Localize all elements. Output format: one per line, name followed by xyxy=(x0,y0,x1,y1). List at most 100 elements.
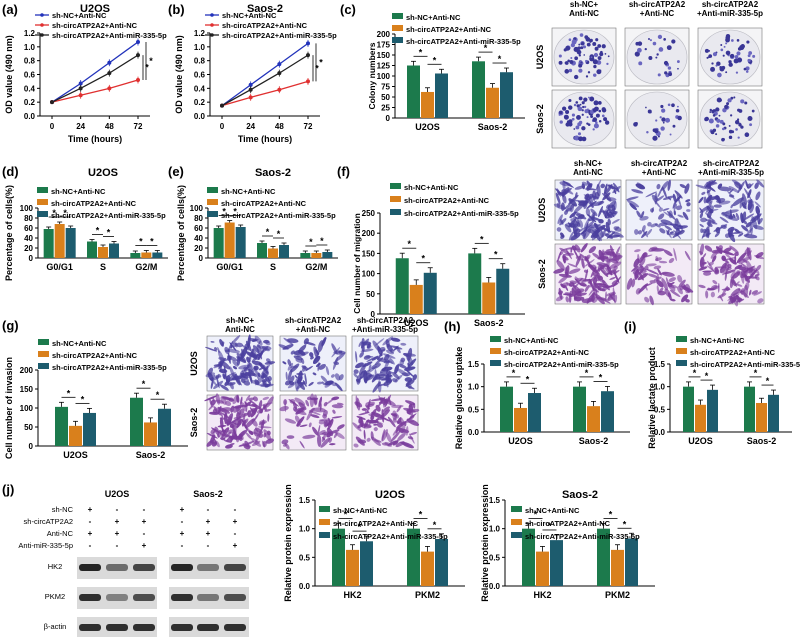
stained-cell xyxy=(748,289,752,296)
stained-cell xyxy=(248,362,253,373)
stained-cell xyxy=(250,351,258,360)
colony xyxy=(558,60,563,65)
stained-cell xyxy=(656,279,664,288)
stained-cell xyxy=(372,340,381,352)
blot-sign: + xyxy=(115,529,120,538)
significance-star: * xyxy=(407,239,411,249)
colony xyxy=(589,96,595,102)
stained-cell xyxy=(371,373,379,383)
y-tick-label: 100 xyxy=(190,204,204,213)
stained-cell xyxy=(236,356,247,363)
stained-cell xyxy=(658,260,668,264)
blot-sign: - xyxy=(234,529,237,538)
y-tick-label: 1.5 xyxy=(654,360,666,369)
legend-label: sh-NC+Anti-NC xyxy=(51,187,106,196)
bar xyxy=(625,538,638,586)
stained-cell xyxy=(707,196,717,201)
colony xyxy=(592,128,595,131)
colony xyxy=(578,63,583,68)
category-label: Saos-2 xyxy=(579,436,609,446)
stained-cell xyxy=(331,416,343,419)
colony xyxy=(595,106,599,111)
stained-cell xyxy=(329,443,336,446)
stained-cell xyxy=(611,218,620,224)
bar xyxy=(744,386,755,432)
panel-label-d: (d) xyxy=(2,164,19,179)
y-axis-label: Colony numbers xyxy=(367,42,377,109)
colony xyxy=(721,127,725,131)
significance-star: * xyxy=(319,57,323,67)
y-tick-label: 175 xyxy=(377,41,391,50)
data-point xyxy=(248,95,253,100)
stained-cell xyxy=(287,338,299,343)
blot-sign: - xyxy=(181,517,184,526)
stained-cell xyxy=(685,283,691,294)
stained-cell xyxy=(595,293,605,305)
stained-cell xyxy=(566,189,574,195)
legend-swatch xyxy=(676,336,687,342)
data-point xyxy=(78,81,83,86)
stained-cell xyxy=(284,418,297,424)
legend-label: sh-circATP2A2+Anti-NC xyxy=(525,519,611,528)
colony xyxy=(737,47,742,51)
significance-star: * xyxy=(320,236,324,246)
stained-cell xyxy=(701,226,709,239)
column-title: Anti-NC xyxy=(225,325,255,334)
stained-cell xyxy=(667,179,671,191)
stained-cell xyxy=(626,278,633,290)
x-axis-label: Time (hours) xyxy=(68,134,122,144)
chart-title: U2OS xyxy=(88,167,118,179)
colony xyxy=(565,109,570,115)
stained-cell xyxy=(591,214,595,222)
colony xyxy=(579,33,584,37)
stained-cell xyxy=(734,251,739,257)
stained-cell xyxy=(698,284,706,289)
stained-cell xyxy=(265,438,275,444)
stained-cell xyxy=(373,427,378,432)
stained-cell xyxy=(292,406,298,412)
data-point xyxy=(306,53,310,58)
colony xyxy=(728,135,733,140)
stained-cell xyxy=(699,223,704,228)
stained-cell xyxy=(738,288,749,298)
colony xyxy=(677,67,679,70)
bar xyxy=(141,252,152,258)
stained-cell xyxy=(282,361,287,365)
stained-cell xyxy=(412,374,418,381)
series-line xyxy=(221,42,309,107)
category-label: U2OS xyxy=(415,122,440,132)
data-point xyxy=(306,79,310,84)
colony xyxy=(576,115,581,120)
bar xyxy=(213,228,224,258)
stained-cell xyxy=(746,183,752,189)
blot-sign: - xyxy=(181,541,184,550)
bar xyxy=(268,248,278,258)
stained-cell xyxy=(567,222,573,228)
colony xyxy=(558,54,562,58)
colony xyxy=(581,126,586,131)
stained-cell xyxy=(228,429,234,434)
y-axis-label: Relative lactate product xyxy=(647,347,657,449)
stained-cell xyxy=(308,422,312,428)
colony xyxy=(638,61,643,66)
category-label: G2/M xyxy=(135,262,157,272)
stained-cell xyxy=(640,211,645,218)
stained-cell xyxy=(289,381,295,386)
colony xyxy=(660,126,665,131)
x-tick-label: 0 xyxy=(50,122,55,131)
stained-cell xyxy=(658,272,669,275)
stained-cell xyxy=(260,346,269,354)
legend-label: sh-NC+Anti-NC xyxy=(406,13,461,22)
bar xyxy=(55,406,68,446)
stained-cell xyxy=(743,233,758,239)
bar xyxy=(332,528,345,586)
stained-cell xyxy=(310,356,314,360)
stained-cell xyxy=(224,349,231,353)
colony xyxy=(723,45,726,48)
stained-cell xyxy=(252,396,258,402)
stained-cell xyxy=(385,374,393,378)
stained-cell xyxy=(560,202,565,211)
legend-label: sh-circATP2A2+Anti-miR-335-5p xyxy=(52,31,167,40)
stained-cell xyxy=(755,191,761,201)
colony xyxy=(743,67,747,71)
